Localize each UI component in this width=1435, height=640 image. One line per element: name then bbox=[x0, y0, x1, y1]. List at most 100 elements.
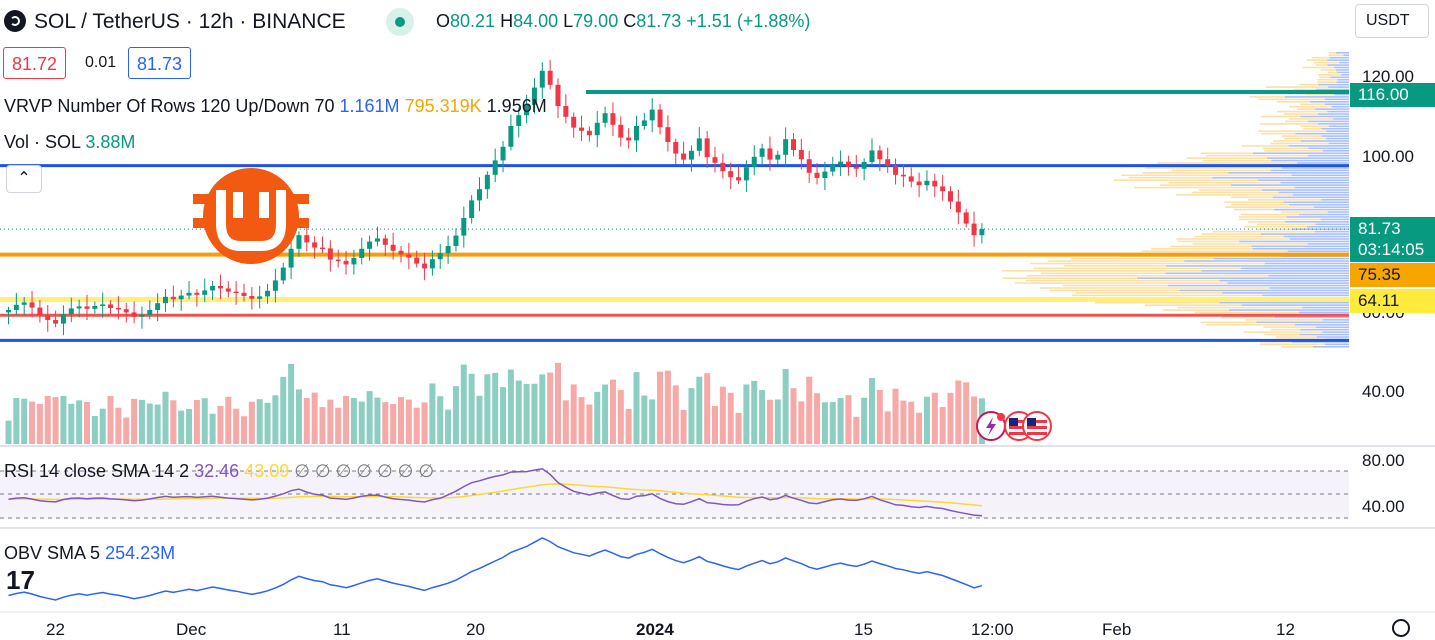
profile-row-down bbox=[1245, 319, 1322, 321]
high-label: H bbox=[500, 11, 513, 31]
level-tag-64[interactable]: 64.11 bbox=[1350, 289, 1435, 313]
profile-row-down bbox=[1241, 145, 1288, 147]
candle-body bbox=[626, 138, 631, 141]
candle-body bbox=[563, 106, 568, 117]
volume-bar bbox=[830, 402, 836, 444]
profile-row-down bbox=[1281, 211, 1328, 213]
level-tag-75[interactable]: 75.35 bbox=[1350, 263, 1435, 287]
profile-row-down bbox=[1170, 246, 1251, 248]
profile-row-up bbox=[1307, 226, 1349, 228]
profile-row-up bbox=[1253, 248, 1349, 250]
candle-body bbox=[53, 320, 58, 324]
profile-row-up bbox=[1299, 334, 1349, 336]
rsi-legend[interactable]: RSI 14 close SMA 14 2 32.46 43.09 ∅ ∅ ∅ … bbox=[4, 461, 434, 482]
profile-row-down bbox=[1169, 182, 1281, 184]
candle-body bbox=[399, 251, 404, 255]
vrvp-legend[interactable]: VRVP Number Of Rows 120 Up/Down 70 1.161… bbox=[4, 96, 547, 117]
profile-row-up bbox=[1322, 135, 1349, 137]
profile-row-up bbox=[1302, 307, 1349, 309]
volume-bar bbox=[610, 380, 616, 444]
low-label: L bbox=[563, 11, 573, 31]
candle-body bbox=[100, 304, 105, 306]
volume-bar bbox=[791, 388, 797, 444]
volume-bar bbox=[249, 402, 255, 444]
profile-row-down bbox=[1186, 157, 1267, 159]
candle-body bbox=[226, 288, 231, 291]
profile-row-up bbox=[1308, 155, 1349, 157]
profile-row-up bbox=[1314, 206, 1349, 208]
profile-row-up bbox=[1316, 224, 1349, 226]
volume-bar bbox=[524, 384, 530, 444]
profile-row-down bbox=[1318, 79, 1338, 81]
volume-bar bbox=[586, 405, 592, 444]
sell-price-button[interactable]: 81.72 bbox=[3, 47, 66, 79]
candle-body bbox=[791, 139, 796, 150]
profile-row-up bbox=[1296, 133, 1349, 135]
profile-row-down bbox=[1176, 194, 1293, 196]
volume-bar bbox=[406, 400, 412, 444]
volume-bar bbox=[963, 382, 969, 444]
profile-row-up bbox=[1308, 121, 1349, 123]
candle-body bbox=[163, 297, 168, 303]
candle-body bbox=[406, 254, 411, 257]
currency-select[interactable]: USDT bbox=[1355, 4, 1429, 38]
candle-body bbox=[720, 163, 725, 171]
candle-body bbox=[430, 259, 435, 268]
profile-row-down bbox=[1273, 140, 1301, 142]
candle-body bbox=[822, 172, 827, 178]
candle-body bbox=[461, 218, 466, 236]
open-label: O bbox=[436, 11, 450, 31]
profile-row-up bbox=[1315, 231, 1349, 233]
profile-row-up bbox=[1290, 238, 1349, 240]
market-open-icon[interactable] bbox=[386, 8, 414, 36]
level-tag-116[interactable]: 116.00 bbox=[1350, 83, 1435, 107]
buy-price-button[interactable]: 81.73 bbox=[128, 47, 191, 79]
candle-body bbox=[108, 304, 113, 308]
profile-row-down bbox=[1172, 170, 1271, 172]
volume-bar bbox=[571, 384, 577, 444]
profile-row-down bbox=[1303, 67, 1335, 69]
collapse-legend-button[interactable]: ⌃ bbox=[6, 165, 42, 193]
event-icons[interactable] bbox=[975, 409, 1055, 448]
candle-body bbox=[257, 296, 262, 298]
volume-bar bbox=[759, 390, 765, 444]
volume-bar bbox=[704, 373, 710, 444]
candle-body bbox=[744, 167, 749, 180]
volume-bar bbox=[932, 393, 938, 444]
profile-row-up bbox=[1222, 292, 1349, 294]
profile-row-down bbox=[1289, 118, 1334, 120]
profile-row-down bbox=[1257, 228, 1293, 230]
rsi-extra-values: ∅ ∅ ∅ ∅ ∅ ∅ ∅ bbox=[294, 461, 434, 481]
y-tick-100: 100.00 bbox=[1362, 147, 1414, 167]
profile-row-down bbox=[1303, 128, 1321, 130]
volume-bar bbox=[445, 410, 451, 444]
profile-row-down bbox=[1248, 221, 1285, 223]
profile-row-down bbox=[1201, 152, 1253, 154]
candle-body bbox=[697, 138, 702, 150]
profile-row-down bbox=[1129, 177, 1213, 179]
profile-row-down bbox=[1260, 123, 1318, 125]
profile-row-up bbox=[1301, 140, 1349, 142]
volume-bar bbox=[814, 393, 820, 444]
volume-bar bbox=[21, 399, 27, 444]
settings-gear-icon[interactable] bbox=[1392, 619, 1410, 637]
volume-bar bbox=[13, 398, 19, 444]
candle-body bbox=[414, 258, 419, 264]
profile-row-down bbox=[1201, 233, 1261, 235]
volume-bar bbox=[351, 398, 357, 444]
volume-bar bbox=[288, 364, 294, 444]
candle-body bbox=[548, 71, 553, 85]
rsi-tick-40: 40.00 bbox=[1362, 497, 1405, 517]
candle-body bbox=[493, 160, 498, 174]
volume-bar bbox=[696, 377, 702, 444]
profile-row-up bbox=[1282, 167, 1349, 169]
volume-bar bbox=[477, 396, 483, 444]
volume-legend[interactable]: Vol · SOL 3.88M bbox=[4, 132, 135, 153]
volume-bars bbox=[6, 363, 985, 444]
profile-row-up bbox=[1251, 246, 1349, 248]
obv-legend[interactable]: OBV SMA 5 254.23M bbox=[4, 543, 175, 564]
candle-body bbox=[924, 181, 929, 185]
volume-bar bbox=[304, 398, 310, 444]
symbol-title[interactable]: SOL / TetherUS · 12h · BINANCE bbox=[34, 10, 346, 34]
volume-bar bbox=[320, 407, 326, 444]
